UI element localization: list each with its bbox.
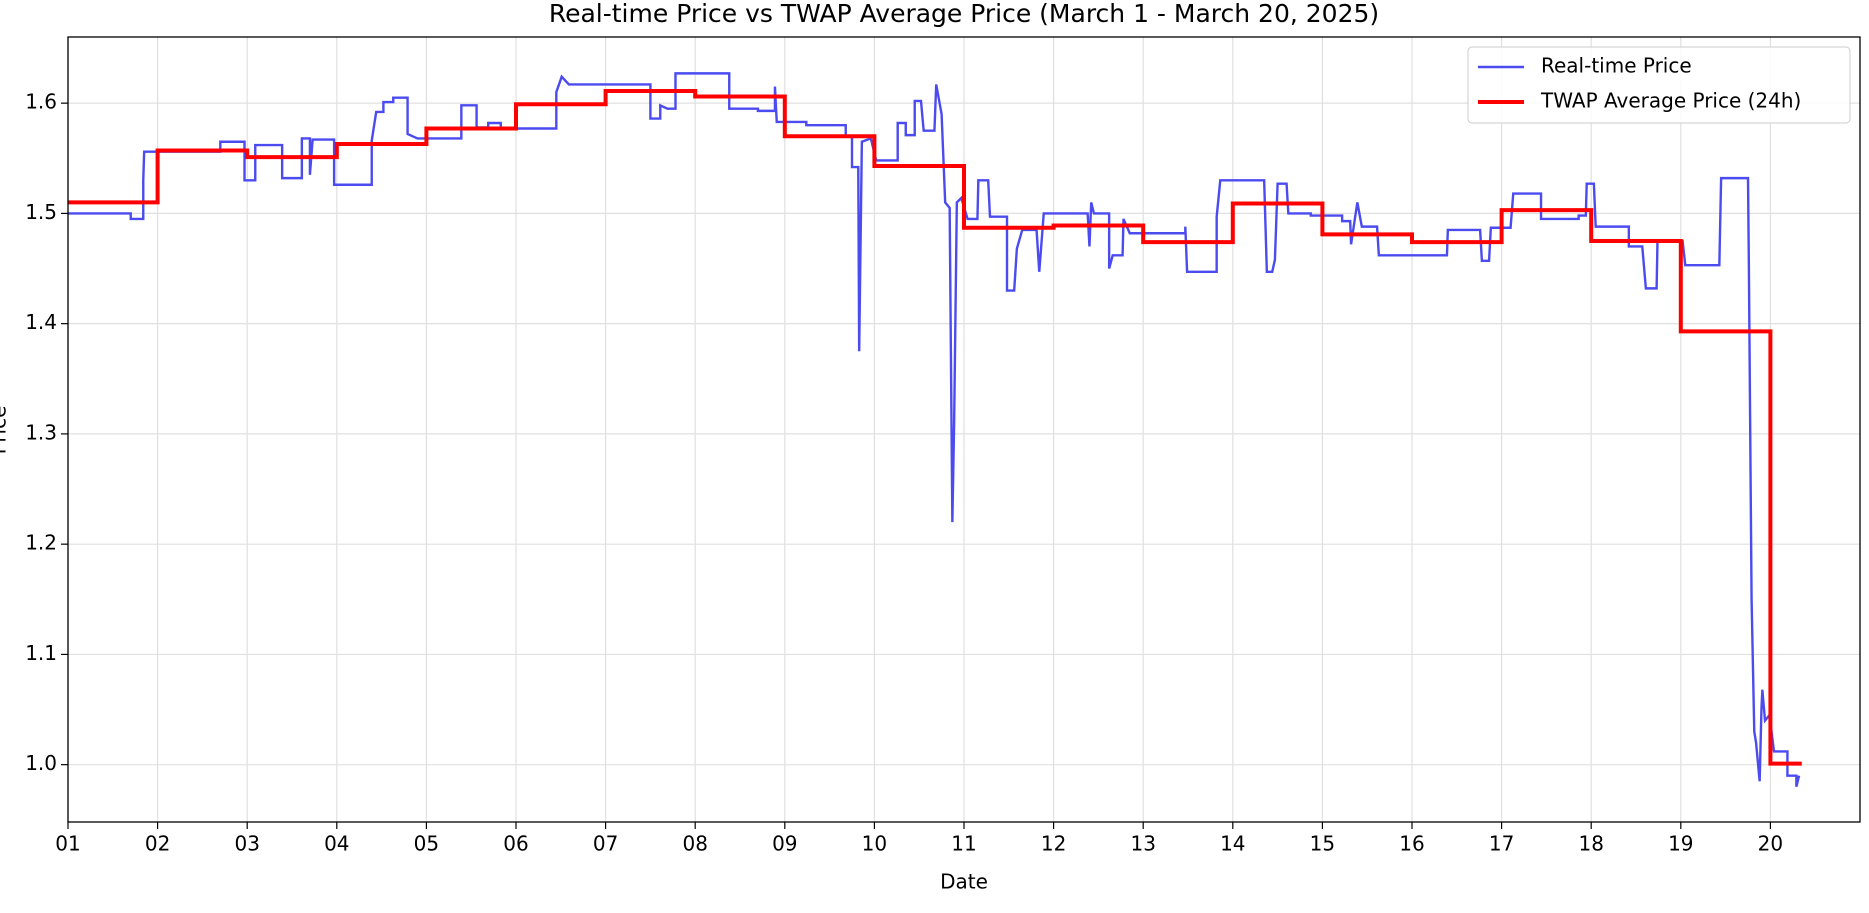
x-axis-label: Date bbox=[940, 870, 988, 894]
legend: Real-time Price TWAP Average Price (24h) bbox=[1467, 46, 1851, 124]
x-tick-label: 20 bbox=[1758, 832, 1783, 856]
y-tick-label: 1.3 bbox=[25, 420, 57, 444]
x-tick-label: 05 bbox=[414, 832, 439, 856]
x-tick-label: 09 bbox=[772, 832, 797, 856]
x-tick-label: 10 bbox=[862, 832, 887, 856]
x-tick-label: 07 bbox=[593, 832, 618, 856]
x-tick-label: 15 bbox=[1310, 832, 1335, 856]
x-tick-label: 01 bbox=[55, 832, 80, 856]
x-tick-label: 11 bbox=[951, 832, 976, 856]
y-tick-label: 1.4 bbox=[25, 310, 57, 334]
x-tick-label: 04 bbox=[324, 832, 349, 856]
x-tick-label: 03 bbox=[234, 832, 259, 856]
y-tick-label: 1.0 bbox=[25, 751, 57, 775]
y-axis-label: Price bbox=[0, 406, 11, 455]
x-tick-label: 18 bbox=[1578, 832, 1603, 856]
chart-title: Real-time Price vs TWAP Average Price (M… bbox=[549, 0, 1379, 28]
grid bbox=[67, 37, 1860, 822]
series-line bbox=[68, 89, 1802, 766]
x-tick-label: 14 bbox=[1220, 832, 1245, 856]
x-tick-label: 02 bbox=[145, 832, 170, 856]
y-tick-label: 1.1 bbox=[25, 641, 57, 665]
y-tick-label: 1.2 bbox=[25, 531, 57, 555]
series-line bbox=[68, 72, 1801, 788]
x-tick-label: 08 bbox=[682, 832, 707, 856]
x-tick-label: 13 bbox=[1130, 832, 1155, 856]
x-tick-label: 12 bbox=[1041, 832, 1066, 856]
y-tick-label: 1.5 bbox=[25, 200, 57, 224]
legend-label: Real-time Price bbox=[1541, 54, 1692, 78]
legend-label: TWAP Average Price (24h) bbox=[1540, 89, 1801, 113]
x-tick-label: 16 bbox=[1399, 832, 1424, 856]
x-tick-label: 06 bbox=[503, 832, 528, 856]
x-tick-label: 17 bbox=[1489, 832, 1514, 856]
plot-frame bbox=[67, 36, 1861, 823]
legend-box bbox=[1467, 46, 1851, 124]
y-tick-label: 1.6 bbox=[25, 90, 57, 114]
x-tick-label: 19 bbox=[1668, 832, 1693, 856]
